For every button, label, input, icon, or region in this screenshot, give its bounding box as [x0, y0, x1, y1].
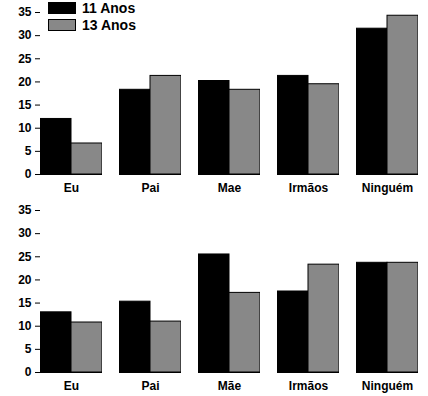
svg-text:5: 5 [25, 144, 32, 158]
svg-text:Eu: Eu [64, 379, 79, 393]
svg-text:Eu: Eu [64, 181, 79, 195]
svg-text:0: 0 [25, 365, 32, 379]
svg-text:30: 30 [18, 28, 32, 42]
svg-text:Pai: Pai [141, 379, 159, 393]
svg-text:35: 35 [18, 203, 32, 217]
svg-text:Ninguém: Ninguém [362, 379, 413, 393]
svg-text:30: 30 [18, 226, 32, 240]
svg-text:0: 0 [25, 167, 32, 181]
svg-text:20: 20 [18, 273, 32, 287]
svg-text:Ninguém: Ninguém [362, 181, 413, 195]
svg-text:5: 5 [25, 342, 32, 356]
svg-text:15: 15 [18, 296, 32, 310]
svg-text:10: 10 [18, 319, 32, 333]
html-text:13 Anos: 13 Anos [82, 17, 136, 33]
svg-text:25: 25 [18, 52, 32, 66]
svg-text:15: 15 [18, 98, 32, 112]
svg-text:Mãe: Mãe [218, 379, 242, 393]
svg-text:Pai: Pai [141, 181, 159, 195]
svg-text:10: 10 [18, 121, 32, 135]
svg-text:25: 25 [18, 250, 32, 264]
svg-text:Irmãos: Irmãos [289, 379, 329, 393]
svg-text:20: 20 [18, 75, 32, 89]
svg-text:35: 35 [18, 5, 32, 19]
svg-text:Irmãos: Irmãos [289, 181, 329, 195]
svg-text:Mae: Mae [218, 181, 242, 195]
html-text:11 Anos: 11 Anos [82, 0, 136, 16]
